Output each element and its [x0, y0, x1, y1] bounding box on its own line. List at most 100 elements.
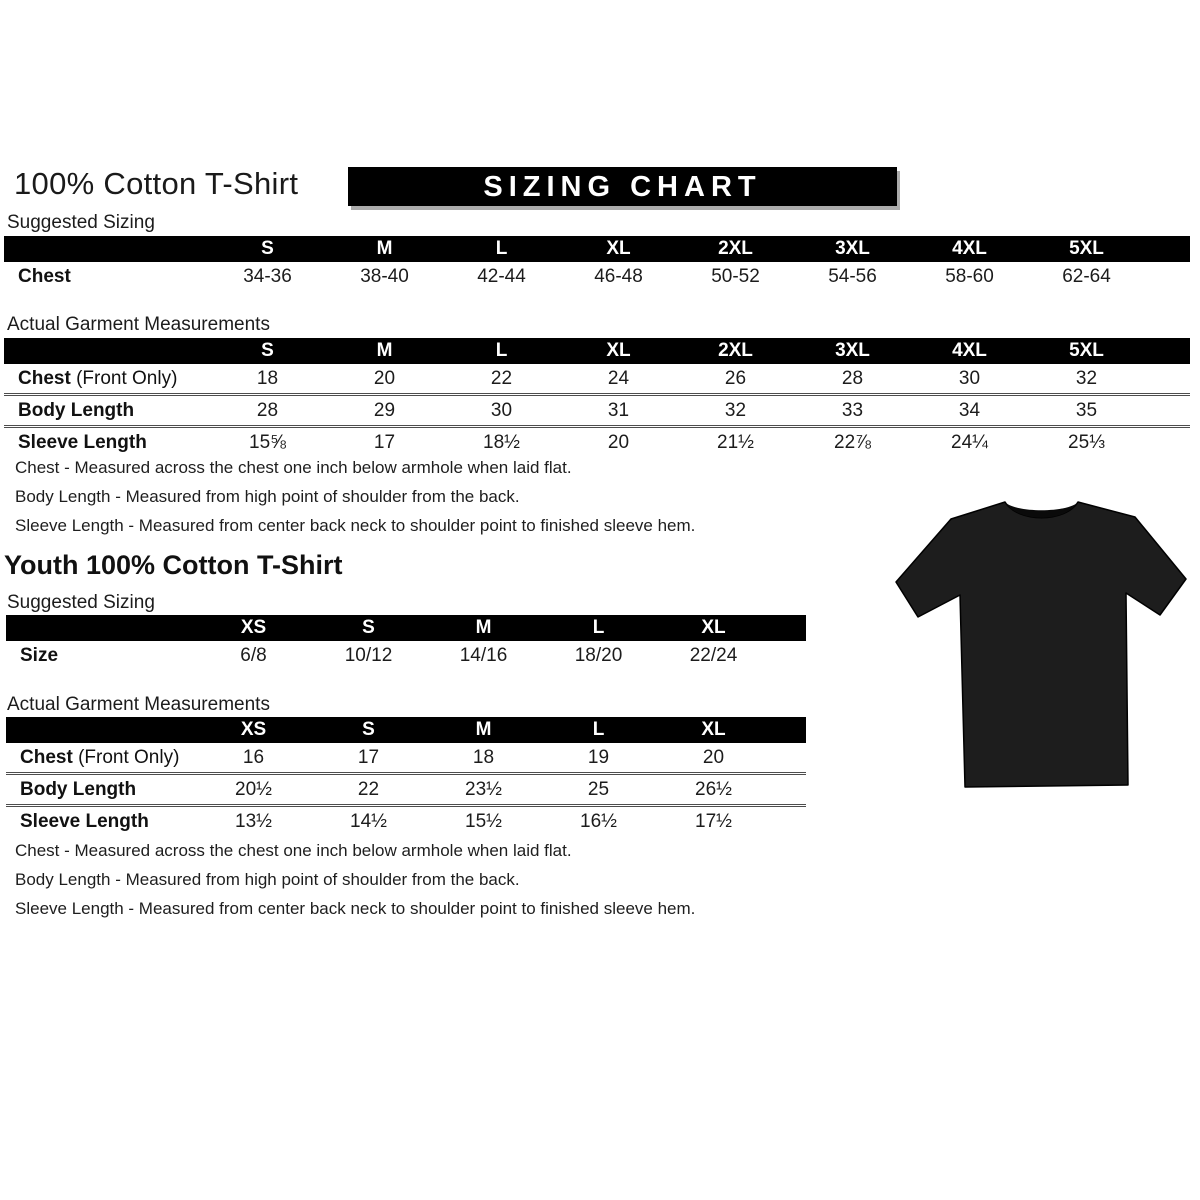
table-row: Size 6/8 10/12 14/16 18/20 22/24 — [6, 641, 806, 670]
spacer-cell — [771, 717, 806, 743]
column-header: XL — [560, 236, 677, 262]
cell: 6/8 — [240, 644, 267, 666]
cell: 18/20 — [574, 644, 623, 666]
youth-actual-measurements-label: Actual Garment Measurements — [7, 694, 270, 715]
cell: 50-52 — [711, 265, 760, 287]
cell: 17 — [326, 425, 443, 457]
youth-actual-measurements-table: XS S M L XL Chest (Front Only) 16 17 18 … — [6, 717, 806, 836]
row-label: Size — [20, 644, 59, 666]
table-header-row: XS S M L XL — [6, 717, 806, 743]
cell: 54-56 — [828, 265, 877, 287]
tshirt-body — [895, 501, 1187, 788]
cell: 19 — [587, 746, 610, 768]
column-header: 2XL — [677, 236, 794, 262]
spacer-cell — [771, 743, 806, 774]
cell: 34 — [911, 393, 1028, 427]
cell: 22 — [311, 772, 426, 806]
table-row-sleeve-length: Sleeve Length 13½ 14½ 15½ 16½ 17½ — [6, 804, 806, 836]
cell: 30 — [443, 393, 560, 427]
row-label: Sleeve Length — [4, 425, 209, 457]
row-label: Chest — [18, 265, 71, 287]
adult-measurement-notes: Chest - Measured across the chest one in… — [15, 459, 695, 546]
adult-suggested-sizing-table: S M L XL 2XL 3XL 4XL 5XL Chest 34-36 38-… — [4, 236, 1190, 291]
column-header: L — [443, 338, 560, 364]
cell: 22⅞ — [794, 425, 911, 457]
cell: 20 — [373, 367, 396, 389]
corner-cell — [4, 338, 209, 364]
table-row-body-length: Body Length 28 29 30 31 32 33 34 35 — [4, 393, 1190, 427]
note-sleeve-length: Sleeve Length - Measured from center bac… — [15, 516, 696, 535]
corner-cell — [6, 615, 196, 641]
cell: 14½ — [311, 804, 426, 836]
row-label: Chest (Front Only) — [20, 746, 180, 768]
column-header: S — [311, 615, 426, 641]
column-header: M — [426, 615, 541, 641]
spacer-cell — [1145, 236, 1190, 262]
column-header: S — [209, 236, 326, 262]
tshirt-image — [895, 501, 1187, 788]
youth-section-title: Youth 100% Cotton T-Shirt — [4, 550, 343, 580]
cell: 38-40 — [360, 265, 409, 287]
cell: 15½ — [426, 804, 541, 836]
cell: 22 — [490, 367, 513, 389]
column-header: XS — [196, 717, 311, 743]
cell: 18½ — [443, 425, 560, 457]
column-header: 3XL — [794, 338, 911, 364]
column-header: 5XL — [1028, 338, 1145, 364]
cell: 32 — [1075, 367, 1098, 389]
cell: 18 — [256, 367, 279, 389]
table-header-row: S M L XL 2XL 3XL 4XL 5XL — [4, 338, 1190, 364]
cell: 26½ — [656, 772, 771, 806]
table-row-sleeve-length: Sleeve Length 15⅝ 17 18½ 20 21½ 22⅞ 24¼ … — [4, 425, 1190, 457]
spacer-cell — [1145, 364, 1190, 395]
sizing-chart-banner: SIZING CHART — [348, 167, 897, 206]
column-header: S — [209, 338, 326, 364]
column-header: 5XL — [1028, 236, 1145, 262]
cell: 25 — [541, 772, 656, 806]
page-title: 100% Cotton T-Shirt — [14, 166, 299, 201]
table-row-chest: Chest (Front Only) 18 20 22 24 26 28 30 … — [4, 364, 1190, 395]
note-chest: Chest - Measured across the chest one in… — [15, 458, 572, 477]
note-body-length: Body Length - Measured from high point o… — [15, 487, 520, 506]
cell: 58-60 — [945, 265, 994, 287]
adult-actual-measurements-label: Actual Garment Measurements — [7, 314, 270, 335]
cell: 34-36 — [243, 265, 292, 287]
youth-suggested-sizing-label: Suggested Sizing — [7, 592, 155, 613]
cell: 18 — [472, 746, 495, 768]
cell: 10/12 — [344, 644, 393, 666]
column-header: XL — [560, 338, 677, 364]
cell: 21½ — [677, 425, 794, 457]
column-header: 3XL — [794, 236, 911, 262]
cell: 16½ — [541, 804, 656, 836]
cell: 28 — [209, 393, 326, 427]
cell: 17 — [357, 746, 380, 768]
column-header: S — [311, 717, 426, 743]
cell: 16 — [242, 746, 265, 768]
spacer-cell — [1145, 338, 1190, 364]
column-header: 4XL — [911, 338, 1028, 364]
cell: 33 — [794, 393, 911, 427]
cell: 14/16 — [459, 644, 508, 666]
cell: 31 — [560, 393, 677, 427]
corner-cell — [6, 717, 196, 743]
spacer-cell — [1145, 425, 1190, 457]
table-header-row: S M L XL 2XL 3XL 4XL 5XL — [4, 236, 1190, 262]
spacer-cell — [771, 615, 806, 641]
cell: 20 — [702, 746, 725, 768]
row-label: Chest (Front Only) — [18, 367, 178, 389]
column-header: M — [326, 338, 443, 364]
youth-measurement-notes: Chest - Measured across the chest one in… — [15, 842, 695, 929]
note-body-length: Body Length - Measured from high point o… — [15, 870, 520, 889]
column-header: XL — [656, 717, 771, 743]
adult-suggested-sizing-label: Suggested Sizing — [7, 212, 155, 233]
cell: 15⅝ — [209, 425, 326, 457]
spacer-cell — [771, 641, 806, 670]
cell: 29 — [326, 393, 443, 427]
column-header: M — [426, 717, 541, 743]
cell: 32 — [677, 393, 794, 427]
column-header: L — [443, 236, 560, 262]
spacer-cell — [771, 804, 806, 836]
tshirt-collar — [1005, 502, 1078, 518]
table-header-row: XS S M L XL — [6, 615, 806, 641]
table-row: Chest 34-36 38-40 42-44 46-48 50-52 54-5… — [4, 262, 1190, 291]
